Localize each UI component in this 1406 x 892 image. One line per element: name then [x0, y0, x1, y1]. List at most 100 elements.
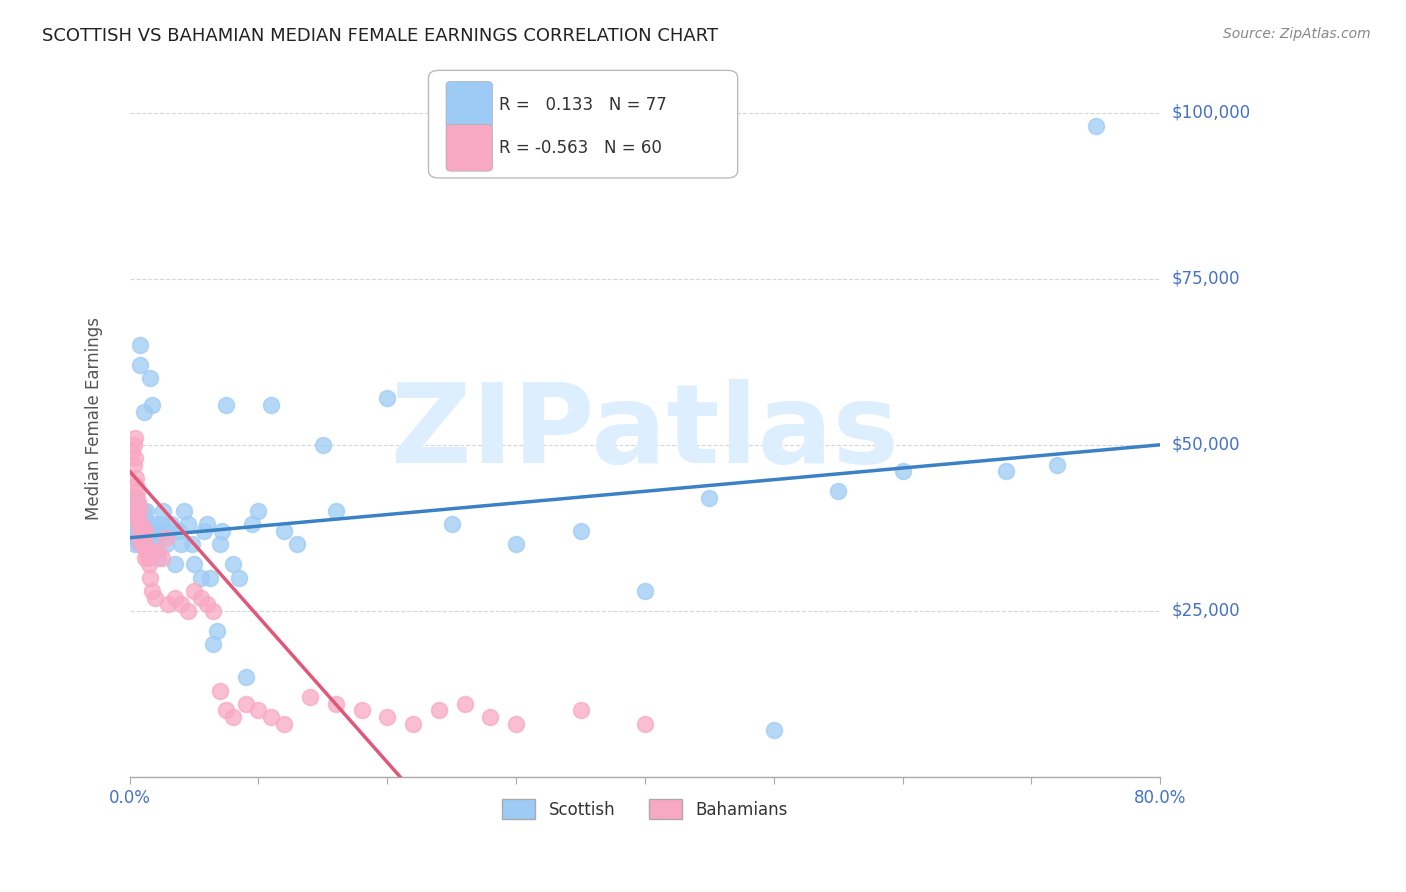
Point: [135, 504, 157, 518]
Point: [273, 716, 295, 731]
Point: [273, 524, 295, 538]
Point: [207, 624, 229, 638]
Point: [145, 537, 167, 551]
Point: [1084, 119, 1107, 133]
Point: [124, 431, 146, 445]
FancyBboxPatch shape: [446, 81, 492, 128]
Point: [122, 504, 145, 518]
Text: Source: ZipAtlas.com: Source: ZipAtlas.com: [1223, 27, 1371, 41]
Point: [176, 604, 198, 618]
Point: [247, 703, 270, 717]
Point: [157, 524, 180, 538]
Point: [122, 438, 145, 452]
Point: [125, 471, 148, 485]
Point: [129, 517, 152, 532]
Point: [132, 537, 155, 551]
Point: [146, 544, 169, 558]
Point: [138, 558, 160, 572]
FancyBboxPatch shape: [446, 125, 492, 171]
Point: [124, 491, 146, 505]
Point: [190, 571, 212, 585]
Point: [402, 716, 425, 731]
Point: [1046, 458, 1069, 472]
Point: [569, 703, 592, 717]
Point: [827, 484, 849, 499]
Point: [505, 537, 527, 551]
Text: R =   0.133   N = 77: R = 0.133 N = 77: [499, 95, 666, 114]
Point: [129, 517, 152, 532]
Point: [138, 531, 160, 545]
Point: [125, 477, 148, 491]
Point: [891, 464, 914, 478]
Point: [134, 531, 156, 545]
Point: [479, 710, 502, 724]
Point: [127, 491, 149, 505]
Point: [350, 703, 373, 717]
Point: [143, 517, 166, 532]
Point: [141, 398, 163, 412]
Text: $25,000: $25,000: [1171, 602, 1240, 620]
Point: [505, 716, 527, 731]
Point: [762, 723, 785, 738]
Point: [127, 511, 149, 525]
Point: [139, 571, 162, 585]
Point: [134, 550, 156, 565]
Point: [634, 716, 657, 731]
Point: [128, 504, 150, 518]
Point: [325, 697, 347, 711]
Point: [142, 524, 165, 538]
Point: [125, 511, 148, 525]
Point: [132, 404, 155, 418]
Point: [298, 690, 321, 705]
Point: [129, 531, 152, 545]
Point: [260, 398, 283, 412]
Y-axis label: Median Female Earnings: Median Female Earnings: [86, 317, 103, 520]
Point: [170, 597, 193, 611]
Point: [125, 524, 148, 538]
Point: [146, 550, 169, 565]
Point: [375, 392, 398, 406]
Point: [215, 398, 238, 412]
Point: [125, 504, 148, 518]
Point: [129, 517, 152, 532]
Point: [134, 524, 156, 538]
Point: [228, 571, 250, 585]
Point: [183, 583, 205, 598]
Point: [131, 524, 153, 538]
Point: [129, 358, 152, 372]
Point: [312, 438, 335, 452]
Point: [122, 458, 145, 472]
Point: [440, 517, 463, 532]
Point: [129, 524, 152, 538]
Point: [128, 517, 150, 532]
Point: [195, 597, 218, 611]
Point: [152, 504, 174, 518]
Point: [141, 583, 163, 598]
Point: [195, 517, 218, 532]
Point: [135, 544, 157, 558]
Text: $100,000: $100,000: [1171, 103, 1250, 121]
Point: [202, 637, 225, 651]
Point: [183, 558, 205, 572]
Point: [155, 531, 177, 545]
Point: [128, 537, 150, 551]
Point: [176, 517, 198, 532]
Point: [139, 371, 162, 385]
Point: [325, 504, 347, 518]
Point: [124, 451, 146, 466]
Point: [190, 591, 212, 605]
Point: [150, 517, 173, 532]
Point: [569, 524, 592, 538]
Point: [163, 558, 186, 572]
Point: [235, 697, 257, 711]
Point: [215, 703, 238, 717]
Point: [427, 703, 450, 717]
Point: [260, 710, 283, 724]
Point: [163, 591, 186, 605]
Point: [222, 710, 245, 724]
Point: [170, 537, 193, 551]
Point: [375, 710, 398, 724]
Point: [127, 484, 149, 499]
Point: [193, 524, 215, 538]
Point: [136, 550, 159, 565]
